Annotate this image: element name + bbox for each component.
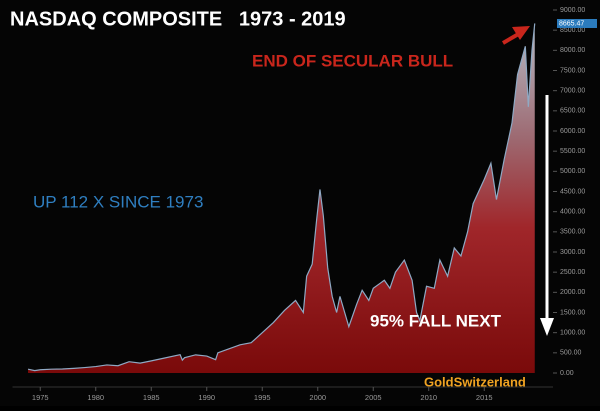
- x-tick-label: 2000: [309, 393, 326, 402]
- y-tick-label: 3500.00: [560, 229, 585, 236]
- x-tick-label: 2010: [420, 393, 437, 402]
- y-tick-label: 0.00: [560, 370, 574, 377]
- y-tick-label: 6500.00: [560, 108, 585, 115]
- y-tick-label: 9000.00: [560, 7, 585, 14]
- line: [27, 23, 536, 372]
- y-tick-label: 2500.00: [560, 269, 585, 276]
- annotation: 95% FALL NEXT: [370, 311, 502, 330]
- y-tick-label: 1000.00: [560, 330, 585, 337]
- y-tick-label: 4500.00: [560, 188, 585, 195]
- x-tick-label: 1995: [254, 393, 271, 402]
- red-arrow: [501, 26, 530, 45]
- annotation: UP 112 X SINCE 1973: [33, 192, 203, 211]
- x-tick-label: 1975: [32, 393, 49, 402]
- y-tick-label: 2000.00: [560, 289, 585, 296]
- y-tick-label: 4000.00: [560, 209, 585, 216]
- y-tick-label: 1500.00: [560, 309, 585, 316]
- y-tick-label: 7000.00: [560, 88, 585, 95]
- y-tick-label: 5000.00: [560, 168, 585, 175]
- y-tick-label: 7500.00: [560, 67, 585, 74]
- y-tick-label: 500.00: [560, 350, 582, 357]
- x-tick-label: 2005: [365, 393, 382, 402]
- last-value-badge: [557, 18, 597, 28]
- down-arrow: [540, 95, 554, 336]
- y-tick-label: 8000.00: [560, 47, 585, 54]
- y-tick-label: 3000.00: [560, 249, 585, 256]
- x-tick-label: 2015: [476, 393, 493, 402]
- y-tick-label: 6000.00: [560, 128, 585, 135]
- x-tick-label: 1985: [143, 393, 160, 402]
- watermark: GoldSwitzerland: [424, 374, 526, 389]
- y-tick-label: 8500.00: [560, 27, 585, 34]
- y-tick-label: 5500.00: [560, 148, 585, 155]
- x-tick-label: 1980: [87, 393, 104, 402]
- x-tick-label: 1990: [198, 393, 215, 402]
- annotation: END OF SECULAR BULL: [252, 51, 453, 70]
- plot-area: 0.00 500.00 1000.00 1500.00 2000.00 2500.00 30…: [12, 7, 597, 402]
- chart-title: NASDAQ COMPOSITE 1973 - 2019: [10, 8, 346, 30]
- area: [28, 23, 535, 374]
- last-value-label: 8665.47: [559, 20, 584, 27]
